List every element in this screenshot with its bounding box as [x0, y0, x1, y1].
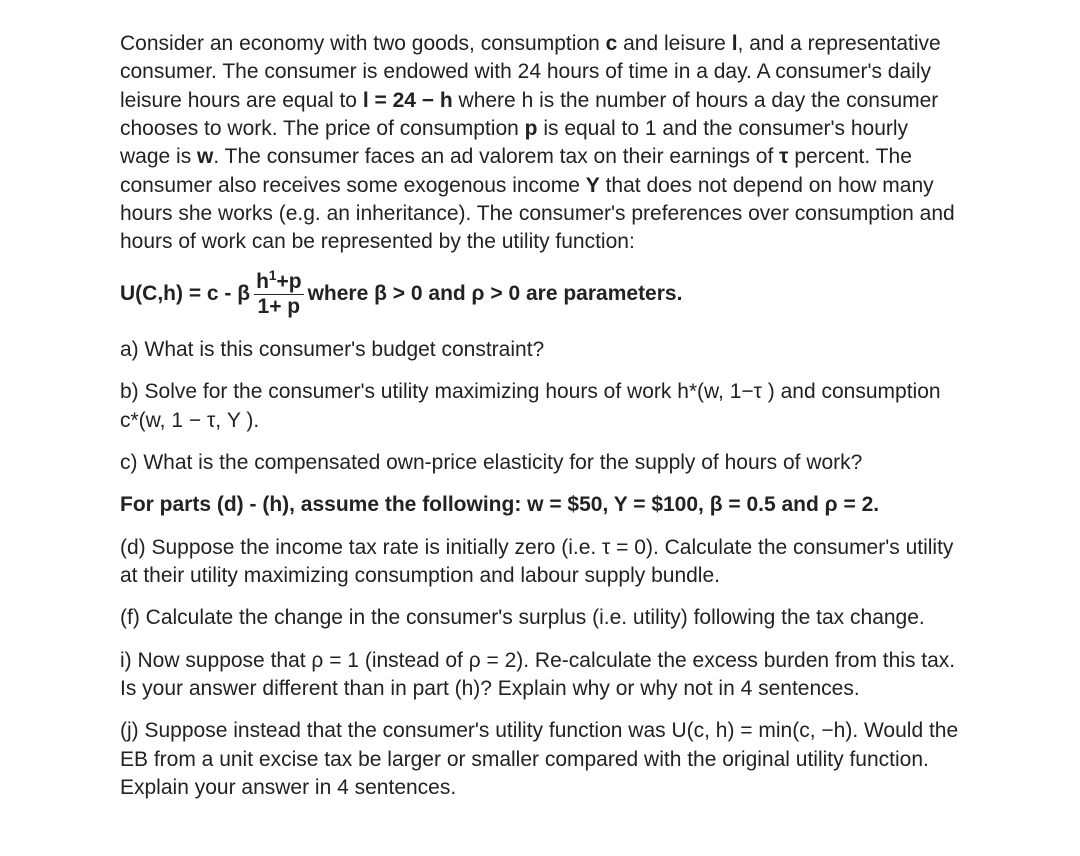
question-a: a) What is this consumer's budget constr…	[120, 336, 960, 364]
question-f: (f) Calculate the change in the consumer…	[120, 604, 960, 632]
formula-numerator: h1+p	[254, 271, 304, 295]
utility-formula: U(C,h) = c - β h1+p 1+ p where β > 0 and…	[120, 271, 960, 318]
formula-lead: U(C,h) = c - β	[120, 280, 250, 308]
formula-denominator: 1+ p	[256, 295, 303, 318]
document-page: Consider an economy with two goods, cons…	[0, 0, 1080, 856]
intro-paragraph: Consider an economy with two goods, cons…	[120, 30, 960, 257]
formula-fraction: h1+p 1+ p	[254, 271, 304, 318]
question-c: c) What is the compensated own-price ela…	[120, 449, 960, 477]
assumptions-note: For parts (d) - (h), assume the followin…	[120, 491, 960, 519]
question-b: b) Solve for the consumer's utility maxi…	[120, 378, 960, 435]
question-d: (d) Suppose the income tax rate is initi…	[120, 534, 960, 591]
question-j: (j) Suppose instead that the consumer's …	[120, 717, 960, 802]
question-i: i) Now suppose that ρ = 1 (instead of ρ …	[120, 647, 960, 704]
formula-tail: where β > 0 and ρ > 0 are parameters.	[308, 280, 683, 308]
